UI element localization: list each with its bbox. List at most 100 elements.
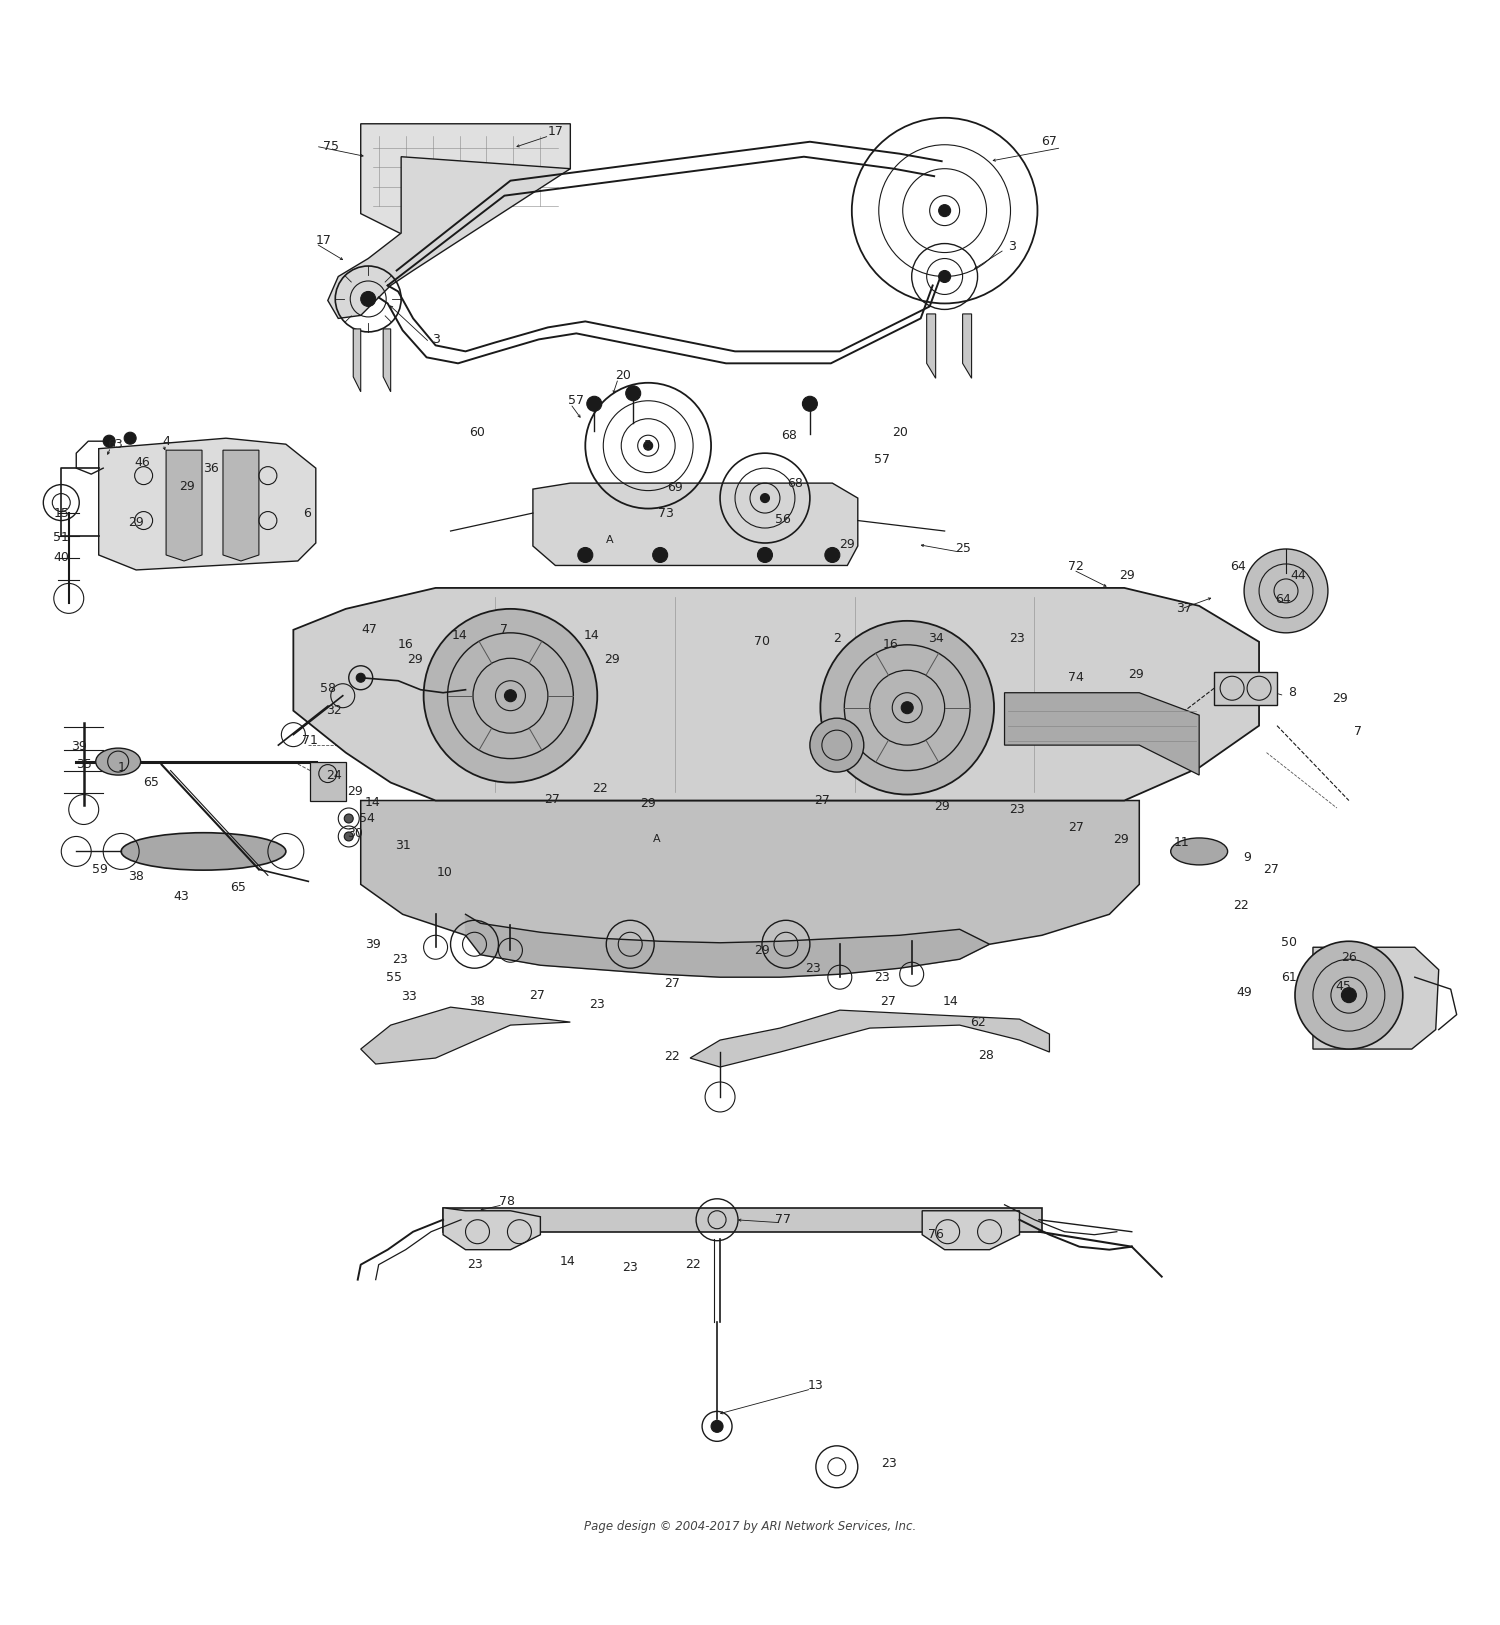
Text: 54: 54 [358,812,375,826]
Polygon shape [352,328,360,392]
Text: 14: 14 [584,629,598,642]
Text: 69: 69 [668,481,682,494]
Text: 77: 77 [776,1214,790,1227]
Text: 25: 25 [954,543,970,556]
Text: Page design © 2004-2017 by ARI Network Services, Inc.: Page design © 2004-2017 by ARI Network S… [584,1519,916,1532]
Circle shape [802,396,818,411]
Text: 14: 14 [364,796,381,809]
Text: 22: 22 [664,1050,680,1063]
Text: 22: 22 [1233,899,1250,912]
Text: 34: 34 [928,632,944,645]
Text: 40: 40 [54,551,69,564]
Text: 57: 57 [874,453,890,466]
Text: 28: 28 [978,1048,994,1061]
Circle shape [360,291,375,307]
Text: 23: 23 [466,1258,483,1271]
Text: 73: 73 [658,507,674,520]
Text: A: A [654,835,662,845]
Text: 76: 76 [927,1228,944,1242]
Text: 29: 29 [840,538,855,551]
Text: 64: 64 [1230,561,1246,574]
Polygon shape [963,314,972,379]
Text: 44: 44 [1290,569,1306,582]
Text: 3: 3 [432,333,439,346]
Circle shape [1341,988,1356,1003]
Text: 23: 23 [874,970,890,983]
Circle shape [626,385,640,401]
Ellipse shape [96,748,141,775]
Text: 23: 23 [882,1458,897,1471]
Text: 29: 29 [1128,668,1144,681]
Circle shape [760,494,770,502]
Text: 20: 20 [615,369,630,382]
Text: 27: 27 [544,793,561,806]
Text: 29: 29 [1119,569,1136,582]
Text: 29: 29 [754,944,770,957]
Circle shape [104,436,116,447]
Text: 62: 62 [969,1016,986,1029]
Text: 8: 8 [1288,686,1296,699]
Text: 24: 24 [326,769,342,782]
Polygon shape [532,483,858,566]
Text: 58: 58 [320,682,336,696]
Polygon shape [99,439,316,570]
Text: 29: 29 [934,800,950,812]
Polygon shape [294,588,1258,801]
Circle shape [810,718,864,772]
Text: 4: 4 [162,436,170,448]
Text: 23: 23 [1008,632,1025,645]
Polygon shape [166,450,202,561]
Text: 70: 70 [754,635,770,648]
Text: 23: 23 [590,998,604,1011]
Text: 15: 15 [54,507,69,520]
Text: 31: 31 [394,838,411,852]
Circle shape [711,1420,723,1432]
Circle shape [758,548,772,562]
Text: 63: 63 [108,437,123,450]
Text: 13: 13 [808,1380,824,1393]
Text: 27: 27 [1068,821,1084,834]
Text: 14: 14 [560,1254,574,1268]
Text: 68: 68 [788,476,802,489]
Circle shape [652,548,668,562]
Text: 65: 65 [142,777,159,790]
Polygon shape [310,762,346,801]
Text: 67: 67 [1041,135,1058,148]
Polygon shape [360,124,570,236]
Text: 78: 78 [500,1196,516,1209]
Text: 74: 74 [1068,671,1084,684]
Circle shape [356,673,364,682]
Polygon shape [1005,692,1198,775]
Text: 32: 32 [326,704,342,717]
Text: 65: 65 [230,881,246,894]
Text: 17: 17 [548,125,564,138]
Text: 23: 23 [806,962,820,975]
Text: 29: 29 [1113,834,1130,847]
Text: 75: 75 [322,140,339,153]
Text: 33: 33 [400,990,417,1003]
Polygon shape [1312,947,1438,1050]
Polygon shape [224,450,260,561]
Circle shape [1244,549,1328,632]
Text: 27: 27 [815,795,830,808]
Text: 22: 22 [592,782,608,795]
Text: 23: 23 [622,1261,638,1274]
Polygon shape [442,1207,1042,1232]
Text: 29: 29 [346,785,363,798]
Polygon shape [927,314,936,379]
Text: 57: 57 [568,395,585,408]
Text: 72: 72 [1068,561,1084,574]
Circle shape [939,205,951,216]
Text: 39: 39 [72,739,87,752]
Circle shape [825,548,840,562]
Text: 46: 46 [135,455,150,468]
Text: 7: 7 [1354,725,1362,738]
Text: 39: 39 [364,938,381,951]
Text: 45: 45 [1335,980,1352,993]
Circle shape [423,609,597,783]
Text: 64: 64 [1275,593,1292,606]
Text: 71: 71 [302,734,318,748]
Circle shape [124,432,136,444]
Text: 61: 61 [1281,970,1298,983]
Circle shape [504,689,516,702]
